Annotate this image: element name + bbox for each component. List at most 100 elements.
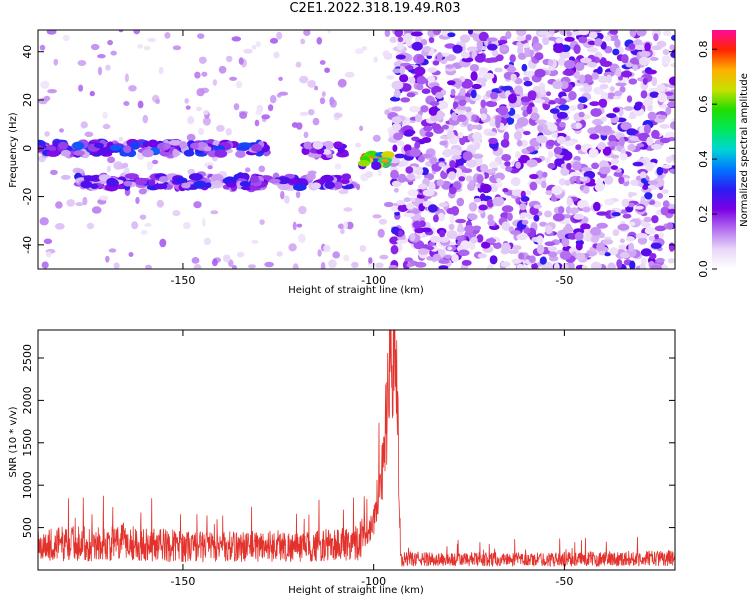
heatmap-noise-cell: [456, 105, 468, 111]
heatmap-noise-cell: [412, 220, 422, 229]
heatmap-noise-cell: [472, 131, 483, 141]
heatmap-noise-cell: [478, 31, 489, 42]
heatmap-noise-cell: [629, 136, 639, 141]
heatmap-speckle: [233, 103, 240, 111]
heatmap-noise-cell: [609, 30, 618, 35]
heatmap-speckle: [89, 90, 96, 97]
heatmap-speckle: [113, 161, 123, 170]
heatmap-noise-cell: [447, 80, 456, 86]
heatmap-noise-cell: [646, 69, 657, 75]
heatmap-speckle: [351, 261, 359, 268]
heatmap-noise-cell: [578, 74, 586, 84]
heatmap-noise-cell: [468, 241, 476, 250]
heatmap-speckle: [107, 39, 113, 46]
heatmap-noise-cell: [586, 61, 597, 68]
heatmap-speckle: [384, 30, 391, 37]
heatmap-noise-cell: [452, 114, 458, 121]
heatmap-x-tick-label: -50: [555, 274, 573, 287]
heatmap-noise-cell: [589, 178, 596, 184]
heatmap-noise-cell: [483, 72, 495, 80]
heatmap-noise-cell: [548, 123, 558, 132]
snr-y-tick-label: 1500: [21, 429, 34, 457]
heatmap-speckle: [355, 142, 362, 148]
heatmap-noise-cell: [492, 196, 505, 207]
heatmap-noise-cell: [388, 264, 398, 269]
heatmap-noise-cell: [566, 261, 575, 269]
heatmap-noise-cell: [612, 48, 620, 56]
heatmap-noise-cell: [409, 106, 421, 113]
heatmap-speckle: [201, 71, 208, 77]
heatmap-noise-cell: [449, 214, 455, 224]
heatmap-signal-cell: [73, 150, 85, 156]
heatmap-noise-cell: [515, 161, 521, 169]
heatmap-noise-cell: [481, 241, 491, 249]
heatmap-noise-cell: [573, 44, 581, 55]
heatmap-noise-cell: [526, 159, 538, 168]
heatmap-noise-cell: [628, 242, 635, 252]
heatmap-speckle: [193, 201, 202, 209]
heatmap-noise-cell: [545, 91, 552, 96]
heatmap-noise-cell: [446, 230, 458, 240]
heatmap-noise-cell: [551, 185, 563, 196]
heatmap-speckle: [105, 255, 110, 263]
heatmap-signal-cell: [153, 183, 168, 190]
heatmap-noise-cell: [516, 35, 526, 42]
heatmap-speckle: [91, 206, 102, 214]
heatmap-noise-cell: [593, 201, 601, 212]
heatmap-noise-cell: [530, 106, 538, 115]
heatmap-speckle: [186, 133, 196, 142]
heatmap-noise-cell: [658, 232, 665, 239]
heatmap-noise-cell: [642, 77, 648, 85]
heatmap-noise-cell: [393, 89, 401, 98]
heatmap-signal-cell: [58, 141, 69, 150]
heatmap-signal-cell: [312, 140, 324, 150]
heatmap-speckle: [128, 252, 134, 257]
heatmap-noise-cell: [567, 232, 578, 240]
heatmap-speckle: [218, 65, 227, 74]
heatmap-speckle: [319, 97, 326, 105]
heatmap-noise-cell: [421, 227, 432, 233]
heatmap-noise-cell: [403, 197, 412, 203]
heatmap-noise-cell: [553, 146, 563, 155]
heatmap-signal-cell: [123, 145, 132, 153]
heatmap-speckle: [359, 125, 364, 132]
heatmap-speckle: [295, 191, 301, 199]
heatmap-noise-cell: [619, 152, 628, 161]
heatmap-noise-cell: [661, 164, 673, 169]
snr-frame: [37, 329, 676, 571]
heatmap-noise-cell: [589, 133, 600, 140]
heatmap-speckle: [248, 264, 256, 269]
heatmap-noise-cell: [575, 252, 586, 261]
heatmap-signal-cell: [213, 180, 221, 187]
heatmap-speckle: [55, 201, 63, 209]
heatmap-noise-cell: [669, 44, 675, 51]
heatmap-speckle: [44, 131, 50, 137]
heatmap-speckle: [191, 257, 200, 264]
heatmap-noise-cell: [516, 30, 527, 37]
heatmap-noise-cell: [422, 45, 432, 53]
heatmap-signal-cell: [183, 149, 195, 157]
heatmap-speckle: [196, 88, 205, 97]
heatmap-noise-cell: [651, 215, 659, 224]
heatmap-speckle: [317, 249, 322, 257]
heatmap-speckle: [337, 79, 347, 88]
heatmap-noise-cell: [510, 176, 521, 187]
heatmap-signal-cell: [251, 143, 263, 152]
heatmap-noise-cell: [609, 86, 615, 92]
heatmap-noise-cell: [626, 95, 633, 103]
heatmap-noise-cell: [398, 230, 404, 237]
heatmap-signal-cell: [179, 141, 188, 150]
heatmap-noise-cell: [545, 190, 553, 196]
heatmap-noise-cell: [669, 121, 675, 130]
heatmap-noise-cell: [536, 235, 544, 245]
heatmap-noise-cell: [459, 34, 471, 43]
heatmap-noise-cell: [630, 179, 640, 186]
heatmap-noise-cell: [627, 192, 638, 197]
heatmap-speckle: [251, 239, 259, 244]
heatmap-noise-cell: [592, 118, 604, 126]
heatmap-speckle: [39, 44, 46, 51]
heatmap-noise-cell: [473, 198, 481, 203]
snr-y-tick-label: 1000: [21, 471, 34, 499]
heatmap-noise-cell: [564, 223, 572, 233]
